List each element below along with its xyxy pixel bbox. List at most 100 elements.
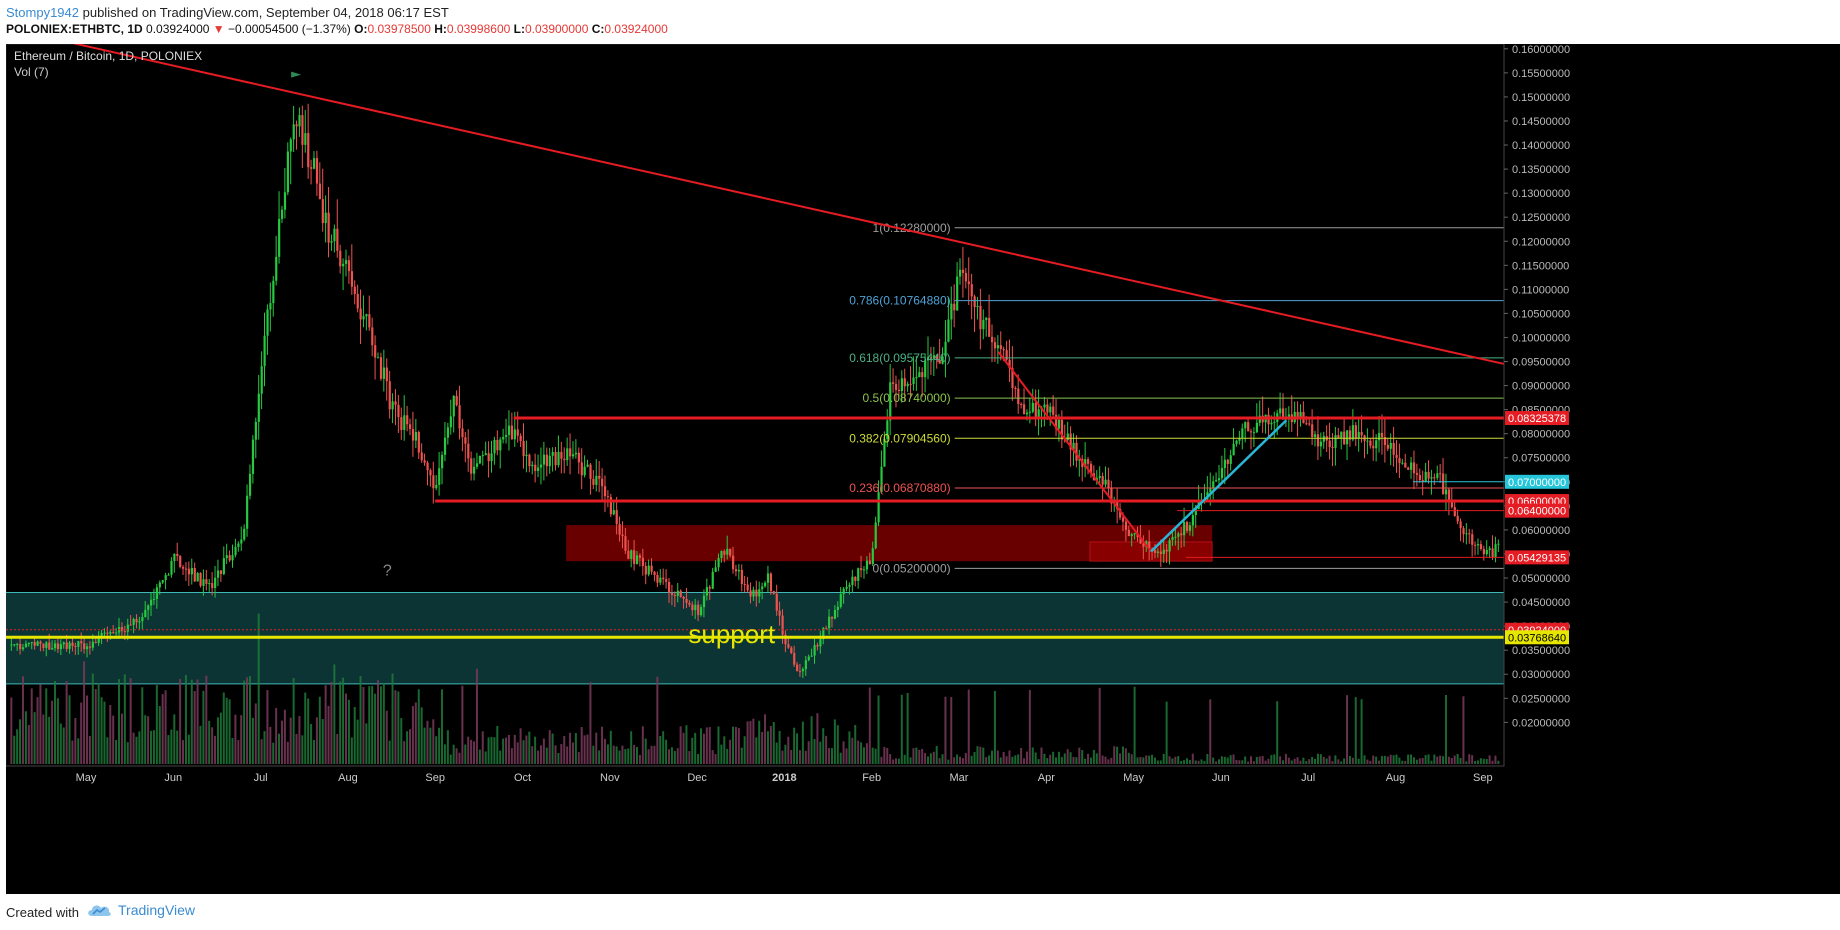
candle-body — [926, 357, 930, 361]
volume-bar — [123, 674, 126, 764]
candle-body — [1471, 534, 1474, 545]
candle-body — [1153, 550, 1157, 553]
volume-bar — [312, 740, 315, 764]
candle-body — [289, 139, 292, 152]
chart-area[interactable]: 1(0.12280000) 0.786(0.10764880) 0.618(0.09… — [6, 44, 1840, 894]
candle-body — [432, 475, 435, 489]
candle-body — [574, 452, 578, 455]
candle-body — [1474, 544, 1477, 546]
low-label: L: — [513, 22, 525, 36]
volume-bar — [531, 746, 534, 764]
volume-bar — [551, 733, 554, 764]
candle-body — [10, 644, 13, 646]
candle-body — [147, 605, 150, 610]
volume-bar — [246, 677, 249, 764]
volume-bar — [141, 687, 144, 764]
volume-bar — [874, 748, 877, 764]
price-chart[interactable]: 1(0.12280000) 0.786(0.10764880) 0.618(0.09… — [6, 44, 1840, 894]
volume-bar — [641, 726, 644, 764]
volume-bar — [16, 729, 19, 764]
volume-bar — [1386, 756, 1389, 764]
tradingview-brand[interactable]: TradingView — [86, 902, 195, 918]
candle-body — [679, 590, 682, 597]
volume-bar — [1415, 759, 1418, 764]
candle-body — [976, 305, 979, 308]
volume-bar — [182, 740, 185, 764]
volume-bar — [103, 701, 106, 764]
volume-bar — [39, 684, 42, 764]
volume-bar — [528, 731, 531, 764]
volume-bar — [650, 745, 653, 764]
volume-bar — [1311, 756, 1314, 764]
volume-bar — [606, 744, 609, 764]
candle-body — [420, 452, 423, 461]
volume-bar — [435, 736, 438, 764]
candle-body — [1049, 406, 1052, 413]
volume-bar — [580, 727, 583, 764]
candle-body — [1314, 434, 1317, 437]
axis-price-tag-label-6: 0.03768640 — [1508, 632, 1566, 644]
candle-body — [315, 158, 319, 184]
candle-body — [833, 609, 837, 619]
author-link[interactable]: Stompy1942 — [6, 5, 79, 20]
candle-body — [1488, 548, 1491, 550]
candle-body — [257, 393, 260, 422]
volume-bar — [1011, 756, 1014, 764]
candle-body — [24, 643, 28, 648]
candle-body — [45, 642, 48, 648]
candle-body — [1014, 387, 1017, 389]
volume-bar — [830, 748, 833, 764]
candle-body — [982, 320, 985, 330]
candle-body — [630, 550, 633, 559]
volume-bar — [775, 742, 778, 764]
candle-body — [874, 522, 877, 549]
volume-bar — [1424, 755, 1427, 764]
volume-bar — [539, 745, 542, 764]
candle-body — [374, 345, 377, 358]
candle-body — [1497, 543, 1500, 545]
volume-bar — [615, 746, 618, 764]
volume-bar — [918, 749, 921, 764]
candle-body — [327, 212, 330, 243]
candle-body — [624, 536, 627, 551]
candle-body — [205, 579, 208, 584]
volume-bar — [781, 750, 784, 764]
volume-bar — [362, 686, 365, 764]
candle-body — [993, 342, 997, 349]
candle-body — [848, 585, 851, 587]
candle-body — [854, 576, 857, 581]
volume-bar — [1197, 760, 1200, 764]
volume-bar — [638, 754, 641, 764]
volume-bar — [598, 750, 601, 764]
candle-body — [1084, 459, 1087, 468]
candle-body — [278, 218, 281, 257]
volume-bar — [563, 736, 566, 764]
volume-bar — [746, 721, 749, 764]
candle-body — [1052, 406, 1055, 415]
volume-bar — [732, 726, 735, 764]
candle-body — [938, 360, 941, 364]
volume-bar — [592, 745, 595, 764]
candle-body — [557, 451, 560, 466]
volume-bar — [371, 685, 374, 764]
volume-bar — [548, 730, 551, 764]
volume-bar — [1401, 760, 1404, 764]
candle-body — [167, 574, 170, 576]
x-tick-label-10: Mar — [950, 772, 969, 784]
volume-bar — [496, 725, 499, 764]
candle-body — [860, 568, 863, 571]
candle-body — [615, 510, 618, 525]
volume-bar — [906, 692, 909, 764]
volume-bar — [700, 728, 703, 764]
volume-bar — [819, 741, 822, 764]
volume-bar — [729, 739, 732, 764]
volume-bar — [1232, 754, 1235, 764]
volume-bar — [48, 716, 51, 764]
candle-body — [705, 587, 709, 596]
volume-bar — [1020, 747, 1023, 764]
flag-icon — [291, 71, 302, 78]
volume-bar — [1244, 756, 1247, 764]
candle-body — [499, 439, 502, 451]
volume-bar — [761, 731, 764, 764]
volume-bar — [915, 747, 918, 764]
